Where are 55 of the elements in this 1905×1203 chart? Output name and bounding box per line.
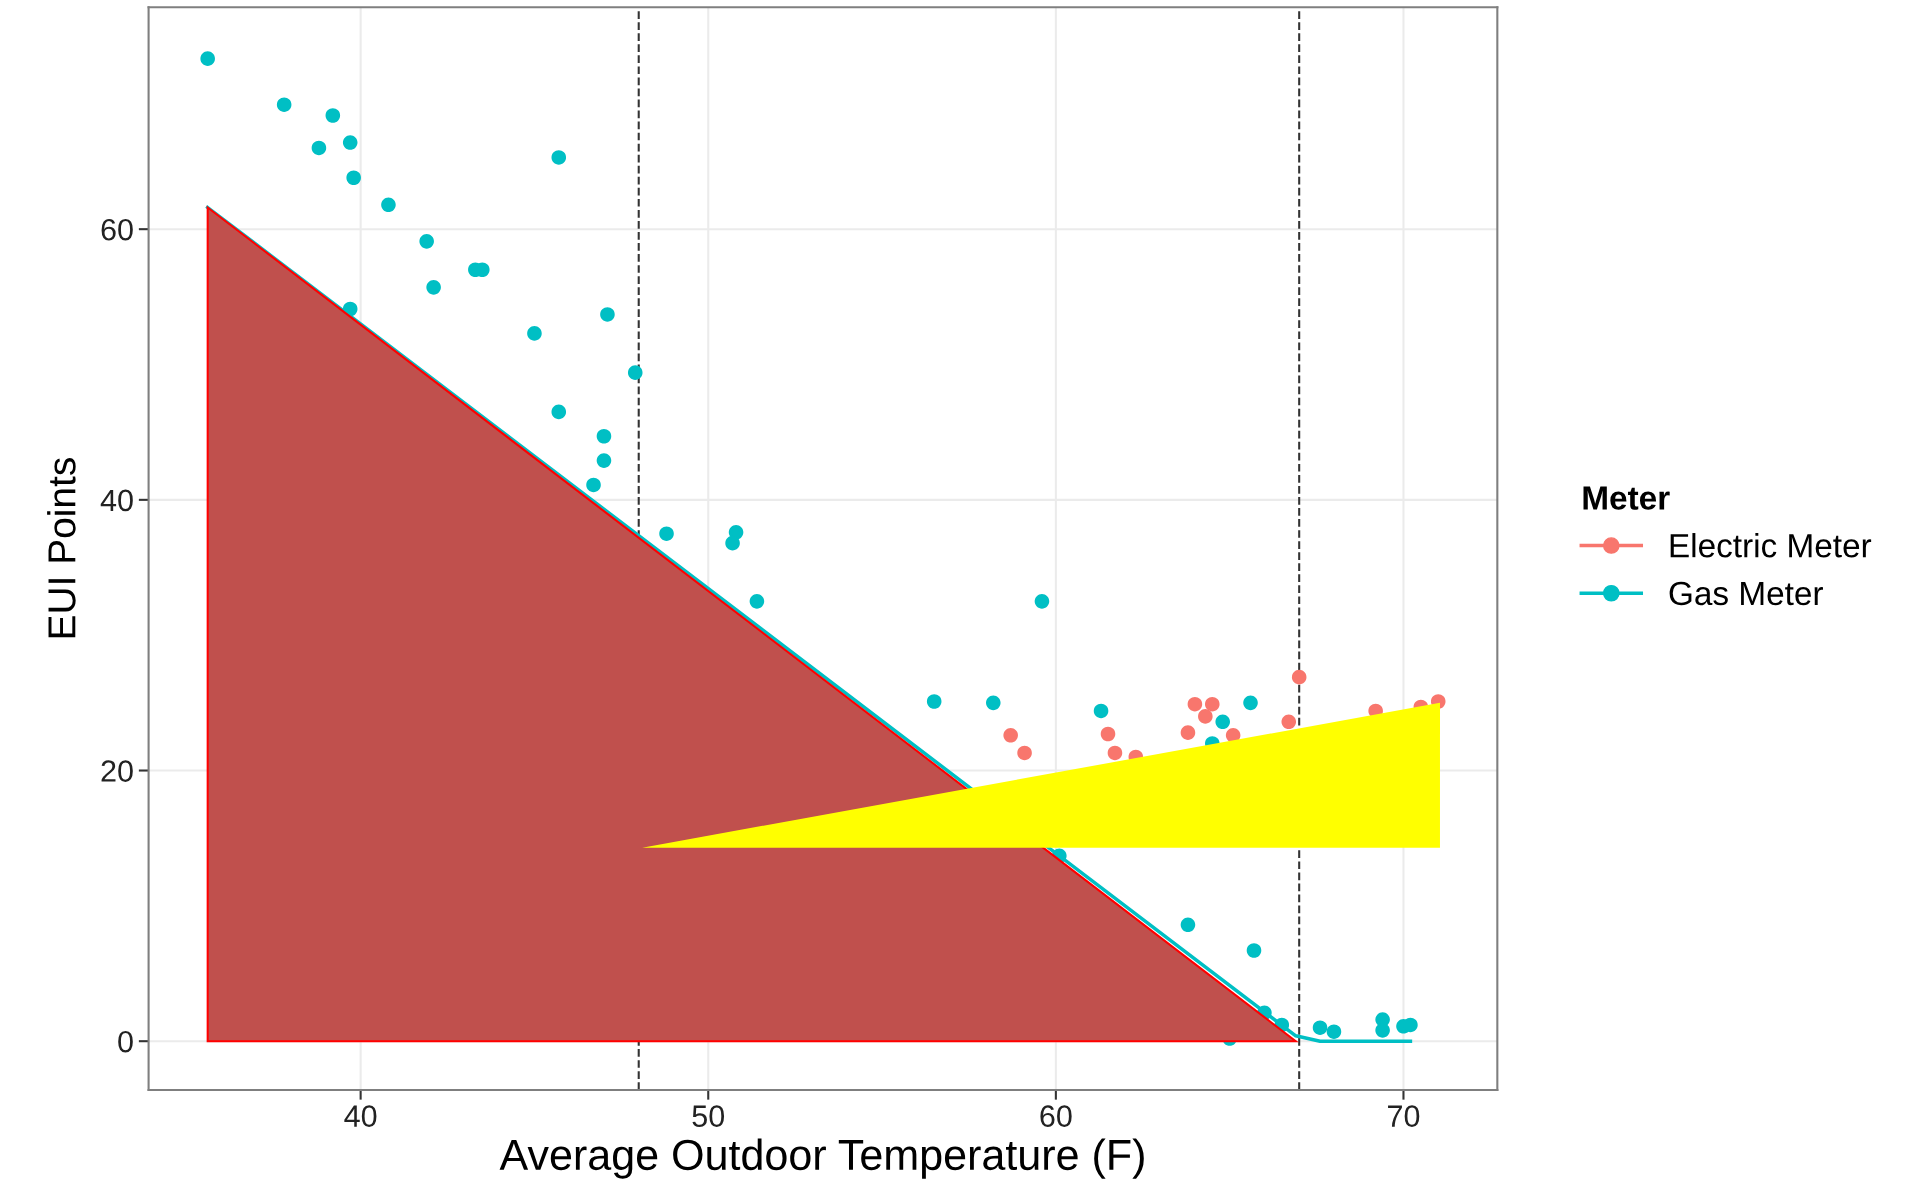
point <box>1281 714 1297 730</box>
legend-title: Meter <box>1583 486 1670 510</box>
y-tick-label: 0 <box>118 1030 133 1053</box>
point <box>627 365 643 380</box>
legend-label: Electric Meter <box>1670 533 1872 558</box>
point <box>551 150 567 165</box>
point <box>1198 709 1213 724</box>
y-tick-label: 40 <box>100 489 133 512</box>
point <box>1375 1023 1390 1038</box>
point <box>426 280 441 295</box>
point <box>527 326 542 341</box>
point <box>926 694 942 709</box>
point <box>1246 943 1262 958</box>
point <box>1107 745 1123 761</box>
point <box>1034 594 1050 609</box>
x-axis-title: Average Outdoor Temperature (F) <box>499 1138 1144 1179</box>
point <box>600 307 615 322</box>
point <box>1215 714 1230 730</box>
point <box>1180 725 1196 740</box>
point <box>342 135 358 150</box>
point <box>725 535 740 551</box>
x-tick-label: 60 <box>1040 1105 1072 1127</box>
point <box>346 170 361 186</box>
point <box>1100 726 1116 742</box>
point <box>586 477 601 493</box>
x-tick-label: 50 <box>692 1105 725 1127</box>
y-tick-label: 60 <box>101 218 133 241</box>
point <box>1312 1020 1328 1035</box>
y-tick-label: 20 <box>101 760 133 782</box>
point <box>1205 696 1220 712</box>
point <box>1326 1024 1342 1040</box>
legend-label: Gas Meter <box>1669 581 1823 606</box>
point <box>1180 917 1196 933</box>
point <box>381 197 396 213</box>
point <box>1291 669 1307 685</box>
y-axis-title: EUI Points <box>47 458 76 638</box>
point <box>1187 696 1203 712</box>
point <box>596 453 612 468</box>
point <box>1243 695 1258 711</box>
point <box>419 234 434 249</box>
x-tick-label: 70 <box>1388 1105 1420 1127</box>
point <box>1017 745 1032 761</box>
point <box>659 526 674 541</box>
point <box>596 428 612 444</box>
point <box>276 97 292 112</box>
x-tick-label: 40 <box>344 1105 377 1127</box>
point <box>749 594 765 609</box>
point <box>1093 703 1109 719</box>
point <box>1003 728 1018 743</box>
point <box>325 108 341 123</box>
point <box>311 140 327 156</box>
point <box>986 695 1001 711</box>
point <box>200 51 215 66</box>
point <box>1403 1017 1418 1033</box>
point <box>551 404 567 420</box>
